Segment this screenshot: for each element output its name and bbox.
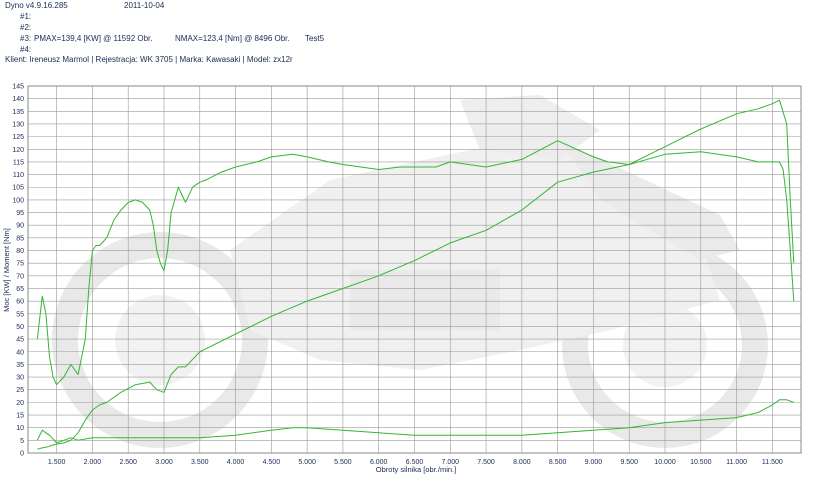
y-tick-label: 15: [16, 413, 24, 420]
x-tick-label: 11.000: [726, 459, 747, 466]
x-tick-label: 3.500: [191, 459, 209, 466]
header-line-4: #4:: [20, 45, 32, 54]
y-tick-label: 55: [16, 311, 24, 318]
test-label: Test5: [305, 34, 325, 43]
x-tick-label: 2.000: [84, 459, 102, 466]
y-tick-label: 60: [16, 299, 24, 306]
y-tick-label: 105: [12, 185, 24, 192]
y-tick-label: 50: [16, 324, 24, 331]
y-tick-label: 75: [16, 261, 24, 268]
plot-frame: [27, 85, 802, 454]
y-tick-label: 130: [12, 121, 24, 128]
y-axis-label: Moc [KW] / Moment [Nm]: [2, 228, 11, 312]
y-tick-label: 30: [16, 375, 24, 382]
y-tick-label: 100: [12, 197, 24, 204]
y-tick-label: 35: [16, 362, 24, 369]
power-curve: [37, 99, 795, 450]
loss-curve: [36, 399, 794, 444]
chart-grid: [28, 85, 801, 454]
torque-curve: [36, 140, 795, 386]
x-tick-label: 4.500: [263, 459, 281, 466]
y-tick-label: 0: [20, 451, 24, 458]
y-tick-label: 45: [16, 337, 24, 344]
x-tick-label: 7.500: [477, 459, 495, 466]
header-line-3-label: #3:: [20, 34, 32, 43]
y-tick-label: 40: [16, 349, 24, 356]
report-date: 2011-10-04: [124, 1, 165, 10]
y-tick-label: 135: [12, 109, 24, 116]
y-tick-label: 125: [12, 134, 24, 141]
header-line-1: #1:: [20, 12, 32, 21]
y-tick-label: 65: [16, 286, 24, 293]
y-tick-label: 120: [12, 147, 24, 154]
y-tick-label: 80: [16, 248, 24, 255]
x-tick-label: 9.000: [585, 459, 603, 466]
x-axis-ticks: 1.500 2.000 2.500 3.000 3.500 4.000 4.500 5.000…: [48, 459, 783, 466]
x-tick-label: 2.500: [119, 459, 137, 466]
x-tick-label: 6.000: [370, 459, 388, 466]
nmax-label: NMAX=123,4 [Nm] @ 8496 Obr.: [175, 34, 290, 43]
x-tick-label: 5.500: [334, 459, 352, 466]
y-tick-label: 10: [16, 425, 24, 432]
x-tick-label: 11.500: [762, 459, 783, 466]
y-tick-label: 110: [13, 172, 24, 179]
y-tick-label: 85: [16, 235, 24, 242]
y-tick-label: 95: [16, 210, 24, 217]
x-tick-label: 1.500: [48, 459, 66, 466]
y-tick-label: 20: [16, 400, 24, 407]
x-tick-label: 8.000: [513, 459, 531, 466]
y-tick-label: 140: [12, 96, 24, 103]
y-tick-label: 90: [16, 223, 24, 230]
x-tick-label: 8.500: [549, 459, 567, 466]
y-tick-label: 145: [12, 84, 24, 91]
client-info: Klient: Ireneusz Marmol | Rejestracja: W…: [5, 55, 293, 64]
x-tick-label: 9.500: [620, 459, 638, 466]
x-tick-label: 4.000: [227, 459, 245, 466]
x-tick-label: 10.000: [654, 459, 676, 466]
y-axis-ticks: 0 5 10 15 20 25 30 35 40 45 50 55 60 65 70 75 80 85 90 95 10…: [12, 84, 24, 458]
chart-series: [36, 99, 795, 450]
app-version: Dyno v4.9.16.285: [5, 1, 68, 10]
header-line-2: #2:: [20, 23, 32, 32]
x-axis-label: Obroty silnika [obr./min.]: [376, 465, 456, 474]
y-tick-label: 70: [16, 273, 24, 280]
x-tick-label: 7.000: [442, 459, 460, 466]
y-tick-label: 25: [16, 387, 24, 394]
pmax-label: PMAX=139,4 [KW] @ 11592 Obr.: [34, 34, 153, 43]
x-tick-label: 5.000: [298, 459, 316, 466]
y-tick-label: 5: [20, 438, 24, 445]
x-tick-label: 6.500: [406, 459, 424, 466]
x-tick-label: 3.000: [155, 459, 173, 466]
x-tick-label: 10.500: [690, 459, 712, 466]
motorcycle-watermark: [52, 95, 768, 448]
y-tick-label: 115: [13, 159, 24, 166]
